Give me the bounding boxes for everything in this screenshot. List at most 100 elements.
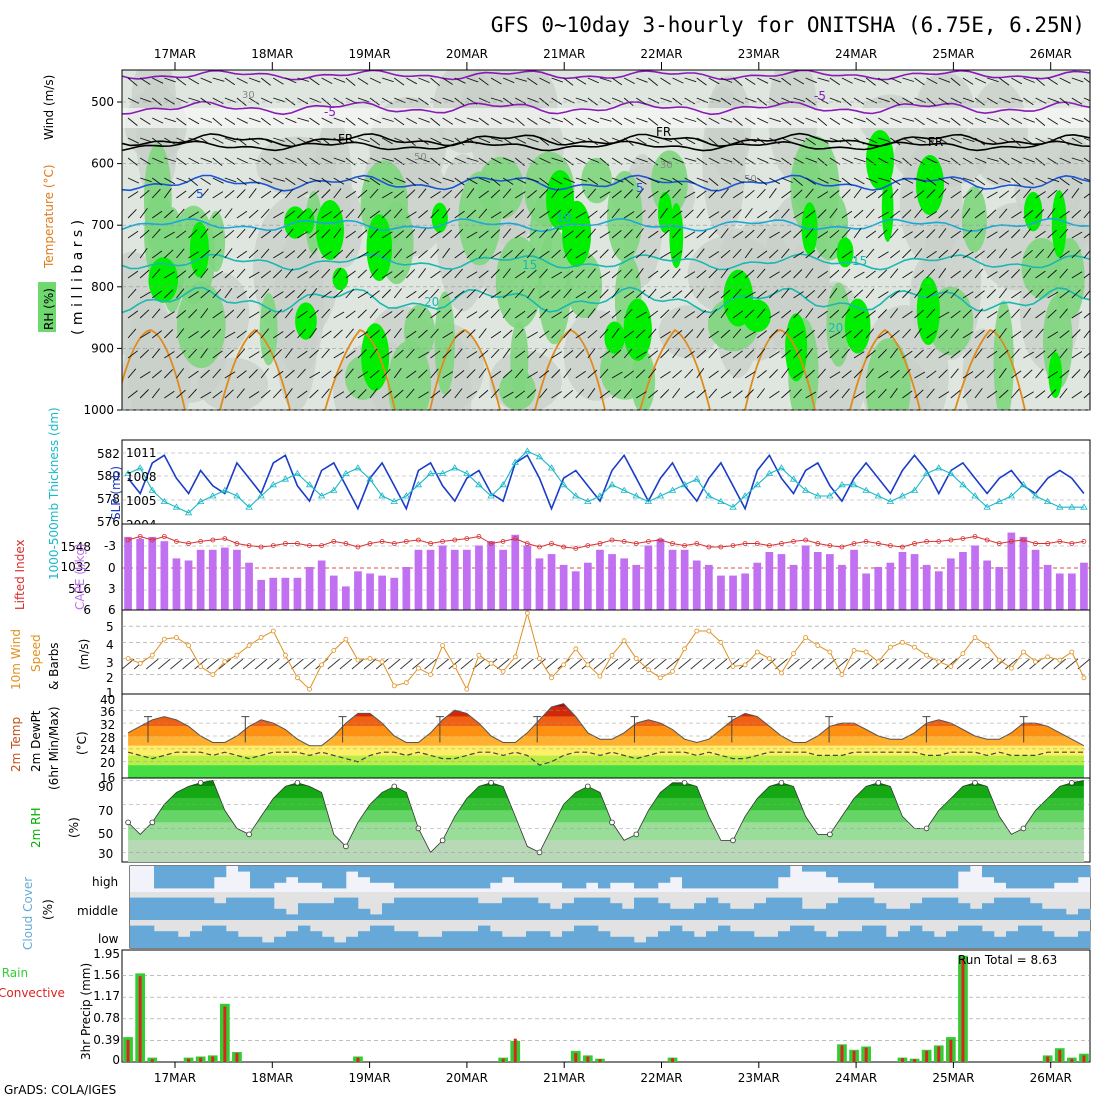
cloud-bar (154, 866, 167, 889)
rh-point (827, 831, 833, 838)
wind-barb (127, 97, 139, 104)
wind-barb (406, 97, 419, 102)
cloud-bar (514, 866, 527, 883)
tick: 576 (97, 515, 120, 529)
wind-barb (938, 369, 948, 379)
wind-barb (732, 328, 742, 339)
temperature-contour (954, 328, 1026, 410)
wind-barb (660, 291, 671, 299)
wind-barb (902, 157, 912, 167)
wind-barb (877, 370, 889, 379)
cape-bar (777, 554, 786, 610)
wind-barb (273, 331, 284, 339)
wind-barb (781, 117, 792, 126)
wind-barb (757, 77, 769, 84)
thickness-point (378, 492, 386, 499)
wind-barb (902, 191, 913, 199)
wind-speed-point (1045, 654, 1051, 660)
cape-bar (608, 554, 616, 610)
wind-barb (454, 268, 463, 279)
wind-barb (309, 248, 318, 259)
li-point (996, 541, 1002, 546)
wind-barb (224, 117, 236, 125)
tick: -3 (104, 539, 116, 553)
wind-barb (938, 329, 948, 339)
wind-barb (1053, 658, 1067, 670)
wind-barb (127, 288, 137, 299)
wind-barb (1059, 250, 1070, 259)
wind-barb (684, 368, 694, 379)
thickness-point (656, 492, 665, 499)
wind-speed-line (127, 611, 1085, 691)
wind-barb (127, 248, 137, 259)
wind-barb (926, 348, 935, 359)
wind-barb (260, 208, 270, 219)
wind-barb (890, 210, 901, 219)
wind-barb (908, 658, 921, 670)
wind-barb (563, 157, 574, 166)
wind-barb (1071, 390, 1083, 399)
cloud-bar (862, 897, 875, 920)
wind-barb (974, 157, 987, 164)
wind-barb (406, 251, 417, 259)
wind-barb (926, 177, 937, 186)
wind-barb (224, 190, 235, 199)
wind-barb (962, 77, 974, 85)
wind-barb (684, 350, 695, 359)
thk-ylabel: 1000-500mb Thickness (dm) (47, 407, 61, 580)
cloud-bar (1054, 936, 1067, 948)
wind-barb (986, 350, 998, 359)
wind-barb (599, 310, 611, 319)
tick: 50 (98, 827, 113, 841)
wind-barb (587, 77, 599, 84)
wind-barb (878, 251, 889, 259)
wind-barb (902, 177, 914, 184)
tick: 32 (100, 718, 115, 732)
wind-barb (502, 228, 512, 239)
cloud-bar (190, 931, 203, 948)
wind-speed-point (875, 659, 881, 665)
upper-ylabels: RH (%) Temperature (°C) Wind (m/s) ( m i… (38, 75, 86, 335)
wind-barb (950, 270, 961, 279)
wind-barb (254, 658, 268, 670)
wind-barb (938, 177, 950, 185)
wind-barb (309, 288, 318, 299)
cloud-bar (262, 866, 275, 889)
wind-speed-point (1069, 649, 1075, 655)
wind-barb (708, 97, 721, 102)
wind-barb (285, 250, 296, 259)
wind-barb (575, 189, 585, 199)
wind-ylabel3: & Barbs (47, 642, 61, 690)
wind-barb (587, 177, 599, 186)
wind-barb (805, 268, 814, 279)
rh-point (633, 831, 640, 838)
wind-barb (1047, 117, 1059, 125)
wind-barb (817, 177, 829, 184)
wind-barb (853, 77, 866, 83)
precip-ticks: 1.95 1.56 1.17 0.78 0.39 0 (93, 947, 120, 1067)
wind-barb (539, 250, 550, 259)
wind-barb (418, 188, 427, 199)
wind-barb (684, 137, 696, 145)
cloud-bar (442, 931, 455, 948)
wind-barb (139, 309, 150, 319)
wind-barb (672, 97, 683, 106)
li-point (972, 534, 978, 539)
wind-barb (732, 177, 745, 184)
li-point (609, 537, 615, 543)
rh-blob (295, 302, 317, 340)
rh-blob (206, 210, 226, 272)
cloud-bar (502, 866, 515, 878)
wind-barb (648, 270, 659, 279)
wind-barb (490, 177, 501, 187)
cloud-bar (1018, 866, 1031, 889)
cape-bar (838, 564, 846, 610)
wind-barb (381, 177, 393, 184)
wind-barb (224, 137, 237, 143)
li-point (984, 537, 990, 543)
wind-barb (950, 157, 961, 166)
wind-barb (490, 77, 502, 85)
cloud-bar (694, 936, 707, 948)
cloud-bar (766, 897, 779, 920)
thickness-point (305, 481, 314, 488)
